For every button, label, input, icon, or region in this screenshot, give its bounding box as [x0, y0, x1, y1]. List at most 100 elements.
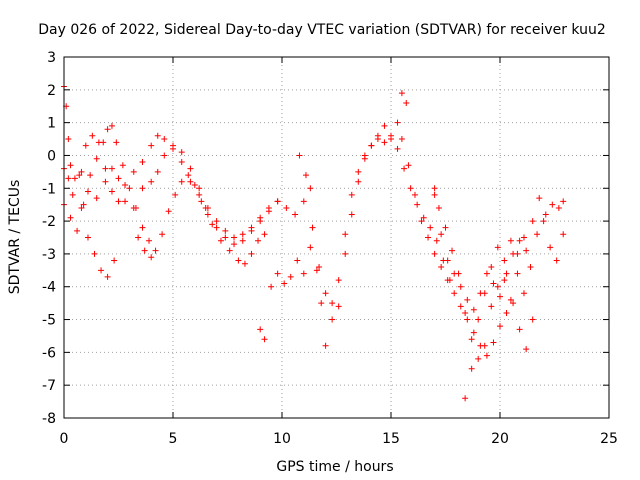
y-tick-label: -6: [42, 345, 56, 361]
data-point: [213, 224, 220, 231]
data-point: [403, 99, 410, 106]
data-point: [398, 90, 405, 97]
data-point: [503, 309, 510, 316]
series-8: [431, 185, 567, 313]
x-tick-label: 20: [491, 431, 509, 447]
data-point: [104, 273, 111, 280]
data-point: [108, 122, 115, 129]
data-point: [425, 234, 432, 241]
data-point: [468, 336, 475, 343]
data-point: [553, 257, 560, 264]
data-point: [536, 195, 543, 202]
data-point: [89, 132, 96, 139]
data-point: [470, 306, 477, 313]
data-point: [80, 201, 87, 208]
data-point: [231, 241, 238, 248]
data-point: [222, 234, 229, 241]
x-tick-label: 10: [273, 431, 291, 447]
data-point: [213, 218, 220, 225]
data-point: [547, 244, 554, 251]
data-point: [154, 168, 161, 175]
data-point: [261, 336, 268, 343]
data-point: [398, 136, 405, 143]
data-point: [523, 346, 530, 353]
data-point: [520, 290, 527, 297]
data-point: [516, 237, 523, 244]
data-point: [84, 188, 91, 195]
data-point: [178, 178, 185, 185]
y-tick-label: 1: [47, 116, 56, 132]
grid-lines: [64, 57, 609, 418]
data-point: [115, 175, 122, 182]
data-point: [503, 270, 510, 277]
data-point: [342, 231, 349, 238]
series-4: [78, 204, 155, 280]
data-point: [520, 234, 527, 241]
data-point: [481, 342, 488, 349]
series-10: [431, 191, 527, 343]
data-point: [165, 208, 172, 215]
data-point: [93, 195, 100, 202]
data-point: [418, 218, 425, 225]
data-point: [235, 257, 242, 264]
data-point: [313, 267, 320, 274]
data-point: [501, 277, 508, 284]
data-point: [84, 234, 91, 241]
data-point: [159, 231, 166, 238]
data-point: [222, 227, 229, 234]
data-point: [274, 270, 281, 277]
data-point: [115, 198, 122, 205]
series-7: [398, 136, 536, 359]
data-point: [488, 264, 495, 271]
data-point: [444, 257, 451, 264]
data-point: [462, 395, 469, 402]
data-point: [394, 119, 401, 126]
data-point: [241, 260, 248, 267]
data-point: [549, 201, 556, 208]
data-points: [61, 83, 567, 402]
data-point: [381, 122, 388, 129]
data-point: [527, 264, 534, 271]
data-point: [433, 237, 440, 244]
data-point: [265, 204, 272, 211]
data-point: [361, 152, 368, 159]
data-point: [283, 204, 290, 211]
data-point: [161, 136, 168, 143]
data-point: [329, 300, 336, 307]
data-point: [490, 280, 497, 287]
data-point: [516, 326, 523, 333]
data-point: [483, 270, 490, 277]
data-point: [111, 257, 118, 264]
data-point: [309, 224, 316, 231]
data-point: [368, 142, 375, 149]
y-tick-label: -4: [42, 280, 56, 296]
data-point: [529, 218, 536, 225]
data-point: [185, 172, 192, 179]
x-tick-label: 0: [60, 431, 69, 447]
y-tick-label: -2: [42, 214, 56, 230]
data-point: [405, 162, 412, 169]
data-point: [161, 152, 168, 159]
data-point: [102, 165, 109, 172]
data-point: [139, 159, 146, 166]
data-point: [204, 211, 211, 218]
data-point: [335, 277, 342, 284]
data-point: [102, 178, 109, 185]
data-point: [139, 185, 146, 192]
data-point: [457, 283, 464, 290]
y-tick-label: -3: [42, 247, 56, 263]
data-point: [196, 185, 203, 192]
data-point: [507, 237, 514, 244]
data-point: [294, 257, 301, 264]
data-point: [226, 247, 233, 254]
data-point: [542, 211, 549, 218]
data-point: [172, 191, 179, 198]
data-point: [442, 224, 449, 231]
data-point: [130, 168, 137, 175]
y-tick-label: -8: [42, 411, 56, 427]
data-point: [108, 165, 115, 172]
data-point: [292, 211, 299, 218]
data-point: [381, 139, 388, 146]
data-point: [67, 162, 74, 169]
